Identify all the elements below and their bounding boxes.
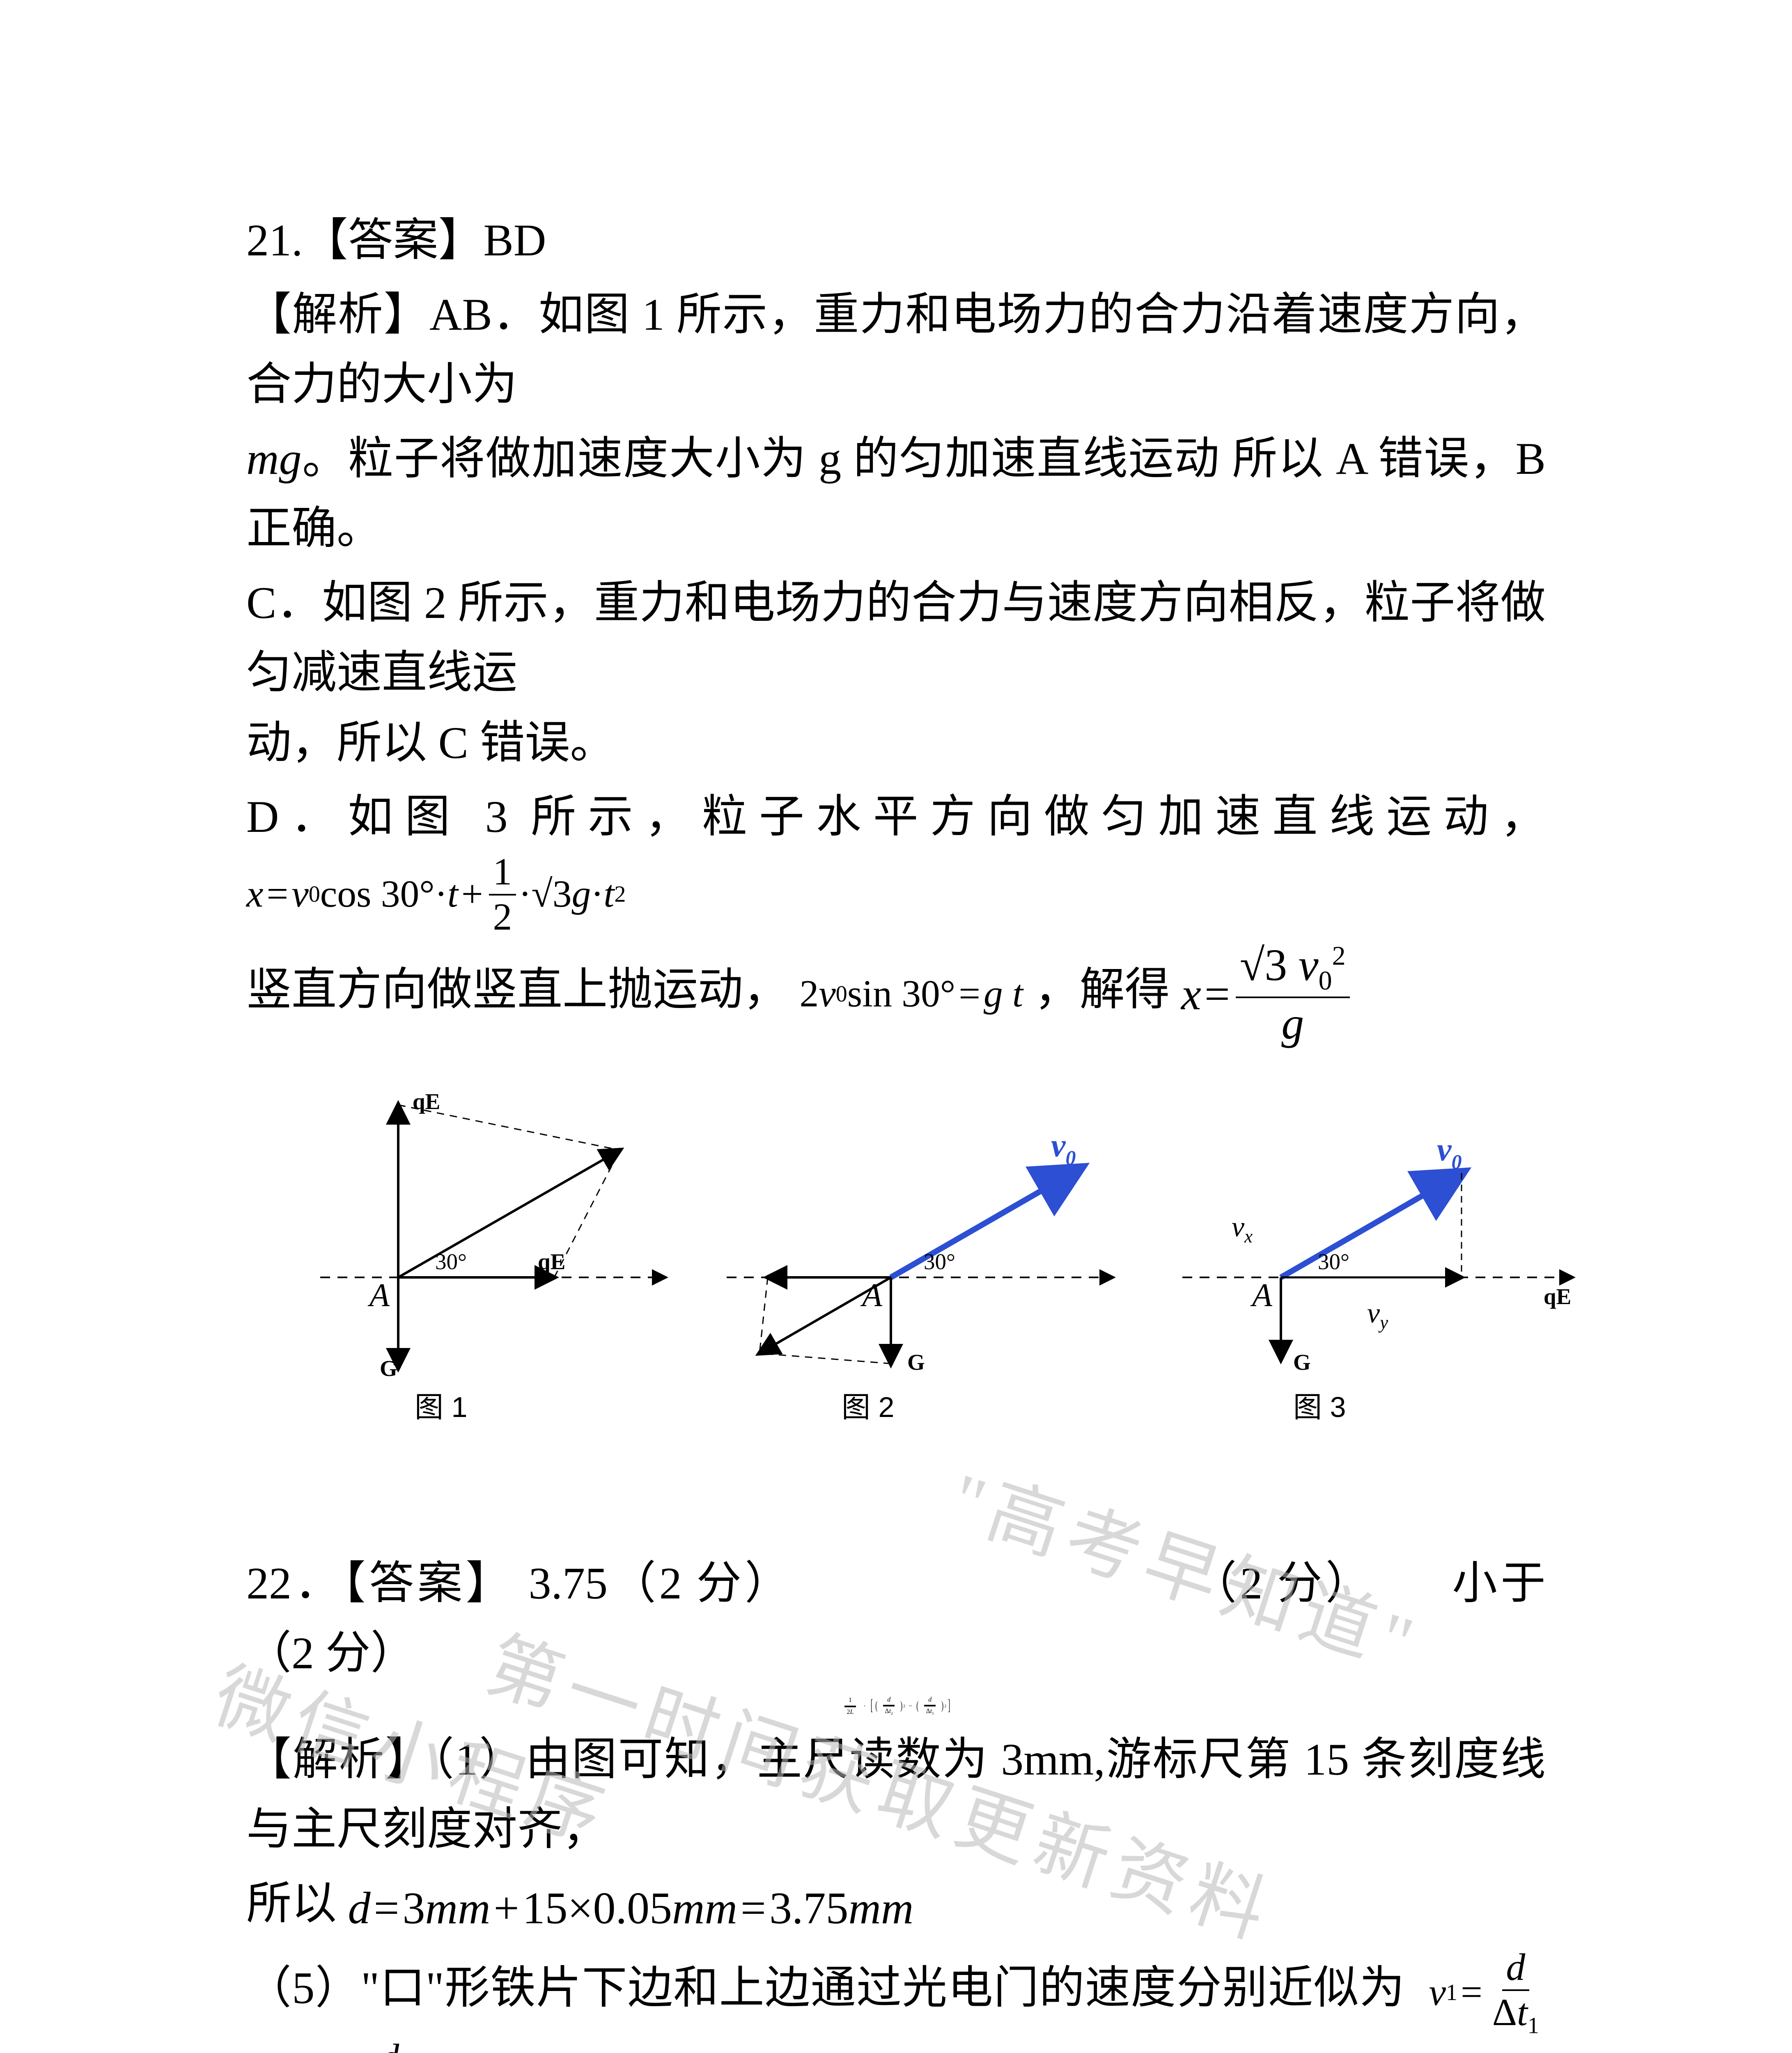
- q21-v-prefix: 竖直方向做竖直上抛运动，: [246, 964, 788, 1015]
- q22-center-eq: 1 2L · [ ( d Δt2 )2 − ( d Δt1 )2 ]: [246, 1697, 1546, 1716]
- num-1: 1: [849, 1697, 852, 1704]
- q22-header-mid: （2 分）: [1192, 1558, 1374, 1608]
- q22-analysis-2: 所以 d=3mm+15×0.05mm=3.75mm: [246, 1869, 1546, 1943]
- q21-analysis-d: D．如图 3 所示，粒子水平方向做匀加速直线运动， x= v0 cos 30°·…: [246, 782, 1546, 937]
- svg-text:G: G: [1293, 1350, 1311, 1375]
- svg-text:vy: vy: [1367, 1297, 1388, 1333]
- diagram-svg: qE qE 30° A G: [308, 1064, 677, 1392]
- q21-analysis-c-2: 动，所以 C 错误。: [246, 708, 1546, 778]
- q21-figure-1: qE qE 30° A G 图 1: [308, 1064, 677, 1392]
- sup-b: 2: [944, 1704, 946, 1709]
- q22-a2-eq: d=3mm+15×0.05mm=3.75mm: [348, 1873, 914, 1943]
- q22-analysis-1: 【解析】（1）由图可知，主尺读数为 3mm,游标尺第 15 条刻度线与主尺刻度对…: [246, 1725, 1546, 1865]
- svg-text:G: G: [380, 1356, 397, 1381]
- figure2-caption: 图 2: [842, 1384, 894, 1426]
- q22-p5-a: （5）"口"形铁片下边和上边通过光电门的速度分别近似为: [246, 1963, 1405, 2013]
- q21-figure-2: v0 30° A G 图 2: [718, 1064, 1129, 1392]
- q22-p5: （5）"口"形铁片下边和上边通过光电门的速度分别近似为 v1= dΔt1 和 v…: [246, 1947, 1546, 2053]
- q21-v-mid: ，解得: [1035, 964, 1182, 1015]
- q21-analysis-ab-2: mg。粒子将做加速度大小为 g 的匀加速直线运动 所以 A 错误，B 正确。: [246, 424, 1546, 564]
- svg-text:qE: qE: [538, 1249, 565, 1274]
- q22-a2-prefix: 所以: [246, 1878, 348, 1929]
- svg-text:v0: v0: [1051, 1128, 1076, 1169]
- diagram-svg: qE A v0 30° vx vy G: [1174, 1064, 1585, 1392]
- frac-num: 1: [489, 852, 516, 896]
- q22-v2-eq: v2= dΔt2: [303, 2038, 420, 2053]
- svg-text:A: A: [1250, 1277, 1273, 1314]
- svg-text:30°: 30°: [924, 1249, 955, 1274]
- svg-text:G: G: [907, 1350, 925, 1375]
- svg-text:vx: vx: [1232, 1211, 1253, 1247]
- q21-ab2-rest: 。粒子将做加速度大小为 g 的匀加速直线运动 所以 A 错误，B 正确。: [246, 434, 1546, 554]
- q21-ab2-mg: mg: [246, 434, 301, 484]
- q22-answer-header: 22．【答案】 3.75（2 分） （2 分） 小于 （2 分）: [246, 1548, 1546, 1688]
- q21-eq-v-a: 2v0 sin 30°=g t: [800, 964, 1023, 1024]
- frac-den: 2: [489, 896, 516, 937]
- diagram-svg: v0 30° A G: [718, 1064, 1129, 1392]
- q22-v1-eq: v1= dΔt1: [1429, 1947, 1546, 2038]
- q21-diagrams: qE qE 30° A G 图 1: [246, 1064, 1546, 1433]
- q21-analysis-ab-1: 【解析】AB．如图 1 所示，重力和电场力的合力沿着速度方向，合力的大小为: [246, 280, 1546, 420]
- q21-answer-header: 21.【答案】BD: [246, 205, 1546, 276]
- q22-header-left: 22．【答案】 3.75（2 分）: [246, 1558, 793, 1608]
- q21-vertical-line: 竖直方向做竖直上抛运动， 2v0 sin 30°=g t ，解得 x= √3 v…: [246, 942, 1546, 1047]
- svg-text:qE: qE: [1544, 1284, 1571, 1309]
- svg-text:30°: 30°: [435, 1249, 467, 1274]
- page: 21.【答案】BD 【解析】AB．如图 1 所示，重力和电场力的合力沿着速度方向…: [0, 0, 1792, 2053]
- figure1-caption: 图 1: [415, 1384, 467, 1426]
- q21-eq-d: x= v0 cos 30°·t + 12 ·√3g·t2: [246, 852, 626, 937]
- q21-analysis-c-1: C．如图 2 所示，重力和电场力的合力与速度方向相反，粒子将做匀减速直线运: [246, 568, 1546, 708]
- q21-d-prefix: D．如图 3 所示，粒子水平方向做匀加速直线运动，: [246, 792, 1546, 842]
- q21-figure-3: qE A v0 30° vx vy G 图 3: [1174, 1064, 1585, 1392]
- svg-text:30°: 30°: [1318, 1249, 1349, 1274]
- sup-2: 2: [614, 877, 626, 912]
- q22-block: "高考早知道" 微信小程序 第一时间获取更新资料 22．【答案】 3.75（2 …: [246, 1548, 1546, 2053]
- svg-text:v0: v0: [1437, 1132, 1462, 1173]
- figure3-caption: 图 3: [1293, 1384, 1346, 1426]
- q21-eq-v-b: x= √3 v02 g: [1181, 942, 1352, 1047]
- svg-text:A: A: [367, 1277, 390, 1314]
